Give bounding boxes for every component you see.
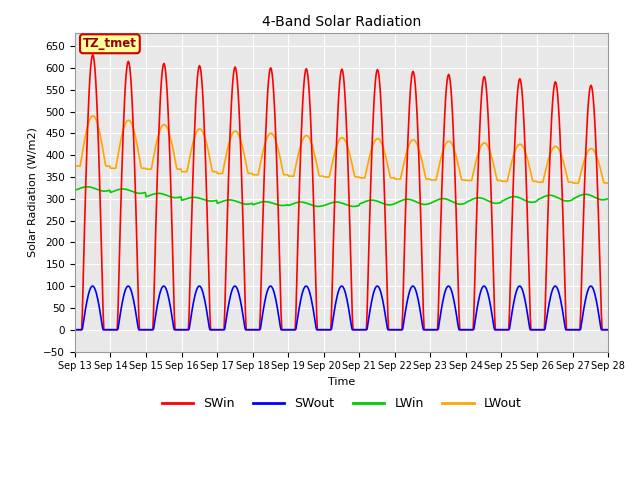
X-axis label: Time: Time <box>328 377 355 387</box>
Y-axis label: Solar Radiation (W/m2): Solar Radiation (W/m2) <box>28 127 38 257</box>
Title: 4-Band Solar Radiation: 4-Band Solar Radiation <box>262 15 421 29</box>
Text: TZ_tmet: TZ_tmet <box>83 37 137 50</box>
Legend: SWin, SWout, LWin, LWout: SWin, SWout, LWin, LWout <box>157 392 527 415</box>
